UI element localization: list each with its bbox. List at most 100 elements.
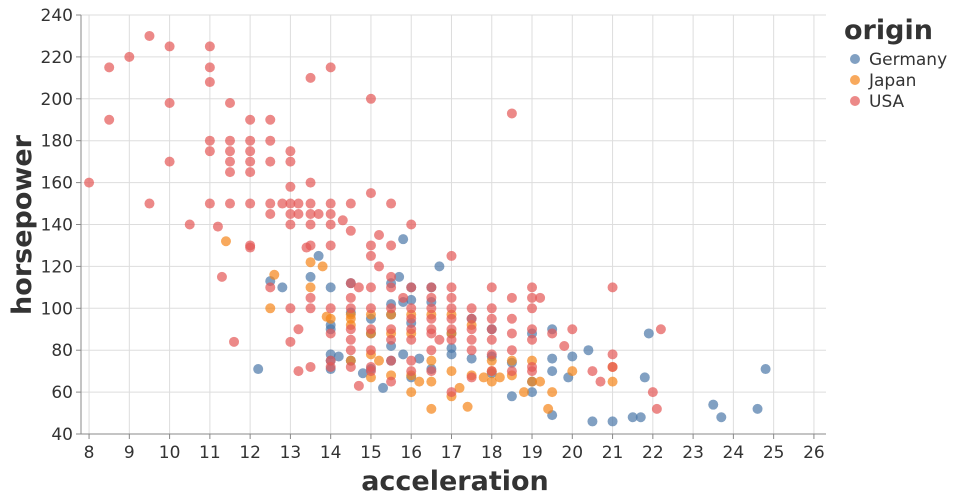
point-germany	[547, 366, 558, 377]
point-usa	[225, 156, 235, 167]
point-usa	[337, 215, 348, 226]
x-tick-label: 14	[320, 443, 342, 463]
point-usa	[486, 366, 497, 377]
point-usa	[374, 229, 384, 240]
point-usa	[164, 156, 175, 167]
point-usa	[325, 209, 336, 220]
point-usa	[406, 219, 417, 230]
point-usa	[245, 156, 256, 167]
point-usa	[506, 345, 517, 356]
point-germany	[547, 353, 558, 364]
point-germany	[466, 353, 477, 364]
point-usa	[204, 41, 215, 52]
point-germany	[587, 416, 598, 427]
point-usa	[386, 355, 397, 366]
point-usa	[345, 324, 356, 335]
point-usa	[466, 313, 477, 324]
x-axis: 8 9 10 11 12 13 14 15 16 17 18 19 20 21 22 23 24 25 26	[84, 434, 825, 463]
x-tick-label: 9	[124, 443, 135, 463]
y-tick-label: 60	[51, 383, 73, 403]
point-usa	[406, 313, 417, 324]
point-japan	[543, 403, 554, 414]
point-usa	[353, 282, 364, 293]
point-germany	[607, 416, 618, 427]
legend-label: Germany	[869, 50, 947, 70]
x-tick-label: 11	[199, 443, 221, 463]
point-usa	[225, 135, 235, 146]
point-usa	[265, 135, 276, 146]
point-usa	[325, 328, 336, 339]
point-usa	[285, 219, 296, 230]
x-tick-label: 19	[521, 443, 543, 463]
point-usa	[245, 114, 256, 125]
point-germany	[752, 403, 763, 414]
point-usa	[225, 97, 235, 108]
point-germany	[506, 391, 517, 402]
point-usa	[446, 250, 457, 261]
point-usa	[466, 303, 477, 314]
point-usa	[305, 240, 316, 251]
legend-swatch	[850, 96, 860, 106]
point-japan	[454, 382, 465, 393]
point-usa	[365, 250, 376, 261]
point-japan	[567, 366, 578, 377]
point-usa	[426, 345, 437, 356]
point-germany	[398, 234, 409, 245]
point-usa	[647, 387, 658, 398]
point-germany	[357, 368, 368, 379]
point-usa	[434, 334, 445, 345]
point-japan	[462, 401, 473, 412]
point-usa	[406, 303, 417, 314]
point-usa	[446, 387, 457, 398]
point-japan	[535, 376, 546, 387]
x-tick-label: 16	[400, 443, 422, 463]
point-usa	[212, 221, 223, 232]
point-usa	[426, 366, 437, 377]
point-usa	[325, 219, 336, 230]
x-tick-label: 26	[803, 443, 825, 463]
x-tick-label: 8	[84, 443, 95, 463]
point-japan	[426, 355, 437, 366]
point-japan	[317, 261, 328, 272]
point-germany	[635, 412, 646, 423]
point-germany	[627, 412, 638, 423]
point-usa	[386, 271, 397, 282]
point-germany	[313, 250, 324, 261]
point-usa	[305, 198, 316, 209]
x-tick-label: 18	[481, 443, 503, 463]
point-japan	[478, 372, 489, 383]
point-usa	[486, 282, 497, 293]
point-usa	[426, 328, 437, 339]
point-usa	[164, 41, 175, 52]
point-usa	[374, 261, 384, 272]
point-usa	[365, 282, 376, 293]
point-japan	[374, 355, 384, 366]
point-usa	[285, 181, 296, 192]
point-japan	[446, 366, 457, 377]
point-usa	[446, 303, 457, 314]
point-germany	[394, 271, 405, 282]
point-usa	[285, 156, 296, 167]
point-usa	[285, 303, 296, 314]
point-japan	[426, 376, 437, 387]
x-tick-label: 23	[682, 443, 704, 463]
point-usa	[567, 324, 578, 335]
point-japan	[269, 269, 280, 280]
point-germany	[716, 412, 727, 423]
y-tick-label: 240	[41, 6, 73, 26]
point-usa	[486, 303, 497, 314]
point-usa	[204, 135, 215, 146]
point-usa	[426, 313, 437, 324]
point-usa	[446, 292, 457, 303]
point-usa	[204, 198, 215, 209]
point-usa	[245, 146, 256, 157]
y-tick-label: 40	[51, 425, 73, 445]
x-tick-label: 25	[763, 443, 785, 463]
point-usa	[466, 372, 477, 383]
point-usa	[527, 324, 538, 335]
point-usa	[265, 198, 276, 209]
point-usa	[305, 177, 316, 188]
point-usa	[245, 198, 256, 209]
point-germany	[325, 282, 336, 293]
point-usa	[229, 336, 240, 347]
